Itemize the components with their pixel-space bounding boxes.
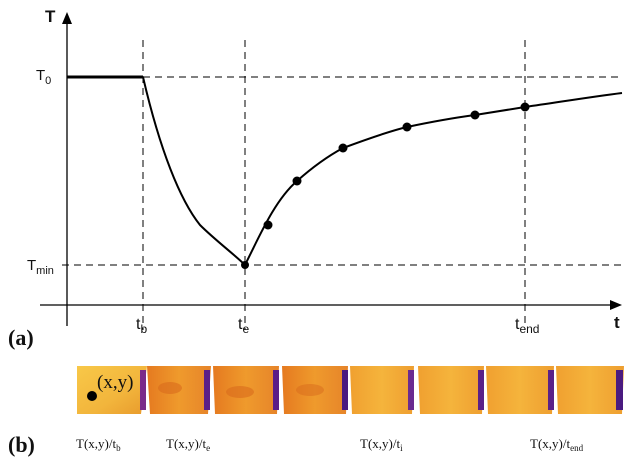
measurement-point <box>87 391 97 401</box>
caption-ti: T(x,y)/ti <box>360 436 403 453</box>
recovery-curve <box>244 92 623 266</box>
tb-label: tb <box>136 316 147 336</box>
panel-a-label: (a) <box>8 325 34 350</box>
thermal-frame <box>556 366 624 414</box>
thermal-frame: (x,y) <box>77 366 147 414</box>
thermal-frame <box>418 366 484 414</box>
curve-point <box>292 176 302 186</box>
thermal-frame <box>213 366 279 414</box>
t0-label: T0 <box>36 67 51 87</box>
thermal-frame <box>282 366 348 414</box>
cooling-curve <box>142 76 246 266</box>
thermal-frame <box>486 366 554 414</box>
curve-point <box>470 110 480 120</box>
panel-b-label: (b) <box>8 432 35 457</box>
curve-point <box>338 143 348 153</box>
tend-label: tend <box>515 316 539 336</box>
caption-te: T(x,y)/te <box>166 436 210 453</box>
curve-point <box>263 220 273 230</box>
minimum-point <box>241 261 249 269</box>
te-label: te <box>238 316 249 336</box>
x-axis-arrow <box>610 300 622 310</box>
tmin-label: Tmin <box>27 257 54 277</box>
thermal-frame <box>350 366 414 414</box>
y-axis-arrow <box>62 12 72 24</box>
y-axis-label: T <box>45 7 56 26</box>
caption-tend: T(x,y)/tend <box>530 436 584 453</box>
x-axis-label: t <box>614 313 620 332</box>
point-label: (x,y) <box>97 372 133 393</box>
caption-tb: T(x,y)/tb <box>76 436 121 453</box>
curve-point <box>520 102 530 112</box>
curve-point <box>402 122 412 132</box>
thermal-frame <box>147 366 211 414</box>
